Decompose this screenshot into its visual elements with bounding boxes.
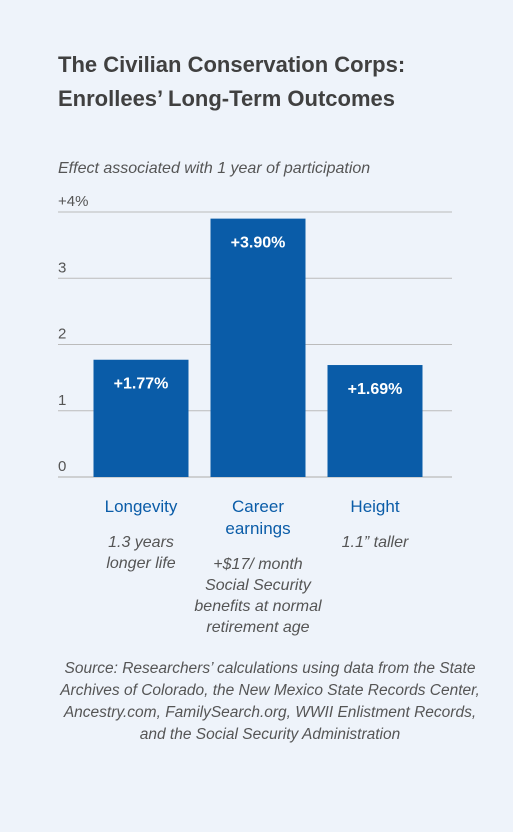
category-label: Height xyxy=(350,497,399,516)
bar-value-label: +1.77% xyxy=(114,376,169,393)
y-tick-label: +4% xyxy=(58,193,88,210)
chart-title-line-1: The Civilian Conservation Corps: xyxy=(58,52,406,77)
category-label: Career xyxy=(232,497,284,516)
category-label: Longevity xyxy=(105,497,178,516)
category-note: 1.3 years xyxy=(108,534,174,551)
category-note: longer life xyxy=(106,555,175,572)
bar-chart: 0 1 2 3 +4% +1.77% Longevity 1.3 years longer li… xyxy=(58,193,452,636)
chart-title: The Civilian Conservation Corps: Enrolle… xyxy=(58,48,498,116)
y-tick-label: 3 xyxy=(58,259,66,276)
bar xyxy=(327,365,423,477)
bar-value-label: +3.90% xyxy=(231,235,286,252)
bar-value-label: +1.69% xyxy=(348,381,403,398)
category-note: retirement age xyxy=(206,619,309,636)
category-note: Social Security xyxy=(205,577,312,594)
bar xyxy=(210,218,306,477)
category-note: +$17/ month xyxy=(213,556,303,573)
category-label: earnings xyxy=(225,519,290,538)
category-note: 1.1” taller xyxy=(342,534,409,551)
chart-subtitle: Effect associated with 1 year of partici… xyxy=(58,160,371,177)
y-tick-label: 0 xyxy=(58,458,66,475)
bar xyxy=(93,359,189,477)
y-tick-label: 1 xyxy=(58,392,66,409)
source-note: Source: Researchers’ calculations using … xyxy=(60,660,480,743)
category-note: benefits at normal xyxy=(194,598,322,615)
y-tick-label: 2 xyxy=(58,326,66,343)
chart-title-line-2: Enrollees’ Long-Term Outcomes xyxy=(58,86,395,111)
